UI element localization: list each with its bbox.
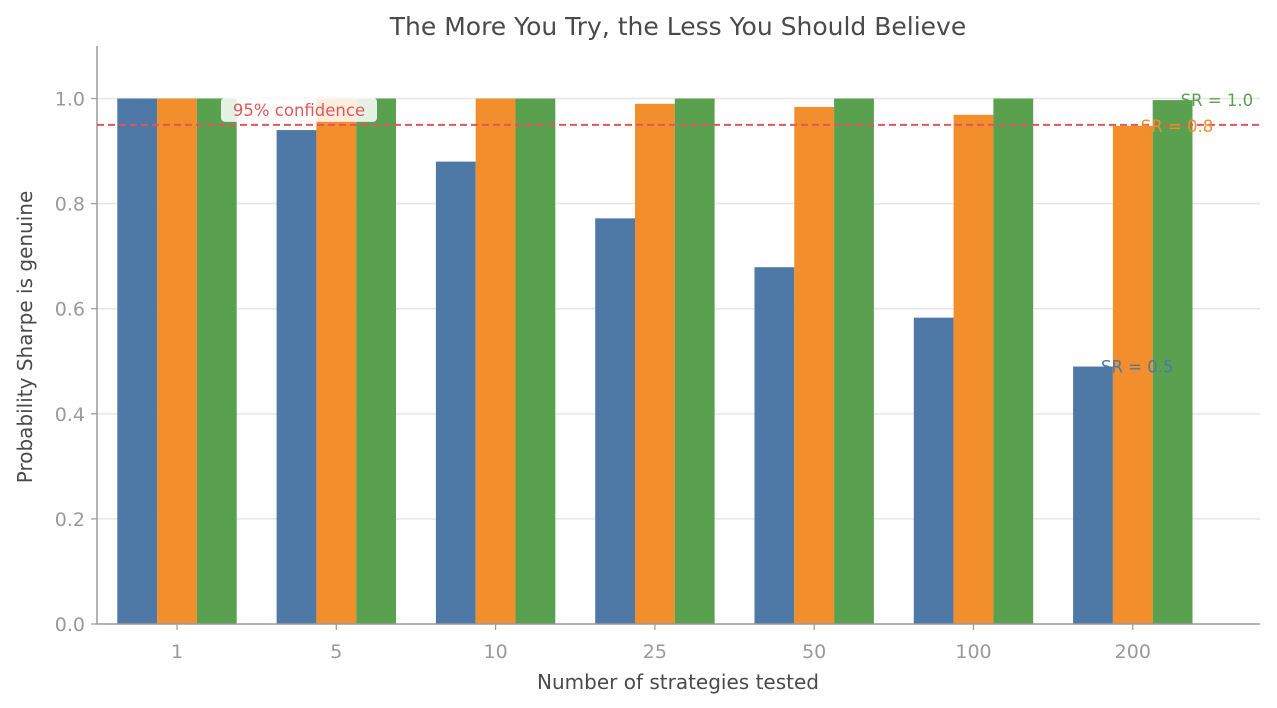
confidence-label: 95% confidence bbox=[233, 101, 365, 120]
x-tick-label: 200 bbox=[1115, 641, 1151, 663]
series-end-label: SR = 0.5 bbox=[1101, 358, 1174, 377]
y-tick-label: 0.4 bbox=[55, 404, 85, 426]
bar bbox=[356, 98, 396, 624]
confidence-label-box bbox=[221, 97, 377, 122]
y-tick-label: 1.0 bbox=[55, 89, 85, 111]
bar bbox=[117, 98, 158, 624]
bars bbox=[117, 98, 1193, 625]
x-tick-label: 5 bbox=[330, 641, 342, 663]
x-tick-label: 25 bbox=[643, 641, 667, 663]
axes bbox=[91, 46, 1260, 630]
y-tick-label: 0.8 bbox=[55, 194, 85, 216]
bar bbox=[1073, 366, 1113, 624]
y-tick-label: 0.2 bbox=[55, 509, 85, 531]
bar bbox=[674, 98, 715, 624]
x-axis-label: Number of strategies tested bbox=[537, 670, 819, 694]
bar bbox=[754, 267, 795, 624]
bar bbox=[1112, 125, 1153, 625]
bar bbox=[913, 317, 954, 624]
bar bbox=[953, 114, 994, 625]
y-axis-label: Probability Sharpe is genuine bbox=[13, 191, 37, 484]
bar bbox=[595, 218, 635, 624]
x-tick-label: 50 bbox=[802, 641, 826, 663]
bar bbox=[993, 98, 1034, 624]
bar bbox=[1152, 100, 1193, 624]
y-tick-label: 0.0 bbox=[55, 614, 85, 636]
bar bbox=[834, 98, 874, 624]
bar bbox=[316, 98, 357, 624]
chart-title: The More You Try, the Less You Should Be… bbox=[389, 12, 966, 41]
bar bbox=[276, 130, 317, 624]
bar bbox=[515, 98, 556, 624]
series-end-label: SR = 1.0 bbox=[1181, 91, 1254, 110]
annotations: 95% confidence SR = 0.5 SR = 0.8 SR = 1.0 bbox=[97, 91, 1260, 377]
x-tick-label: 100 bbox=[955, 641, 991, 663]
series-end-label: SR = 0.8 bbox=[1141, 117, 1214, 136]
tick-labels: 0.0 0.2 0.4 0.6 0.8 1.0 1 5 10 25 50 100 200 bbox=[55, 89, 1151, 663]
x-tick-label: 10 bbox=[484, 641, 508, 663]
bar bbox=[435, 161, 476, 624]
y-tick-label: 0.6 bbox=[55, 299, 85, 321]
bar bbox=[635, 103, 675, 625]
bar bbox=[794, 106, 835, 624]
x-tick-label: 1 bbox=[171, 641, 183, 663]
bar bbox=[196, 98, 237, 624]
bar bbox=[475, 98, 516, 624]
bar bbox=[157, 98, 197, 624]
